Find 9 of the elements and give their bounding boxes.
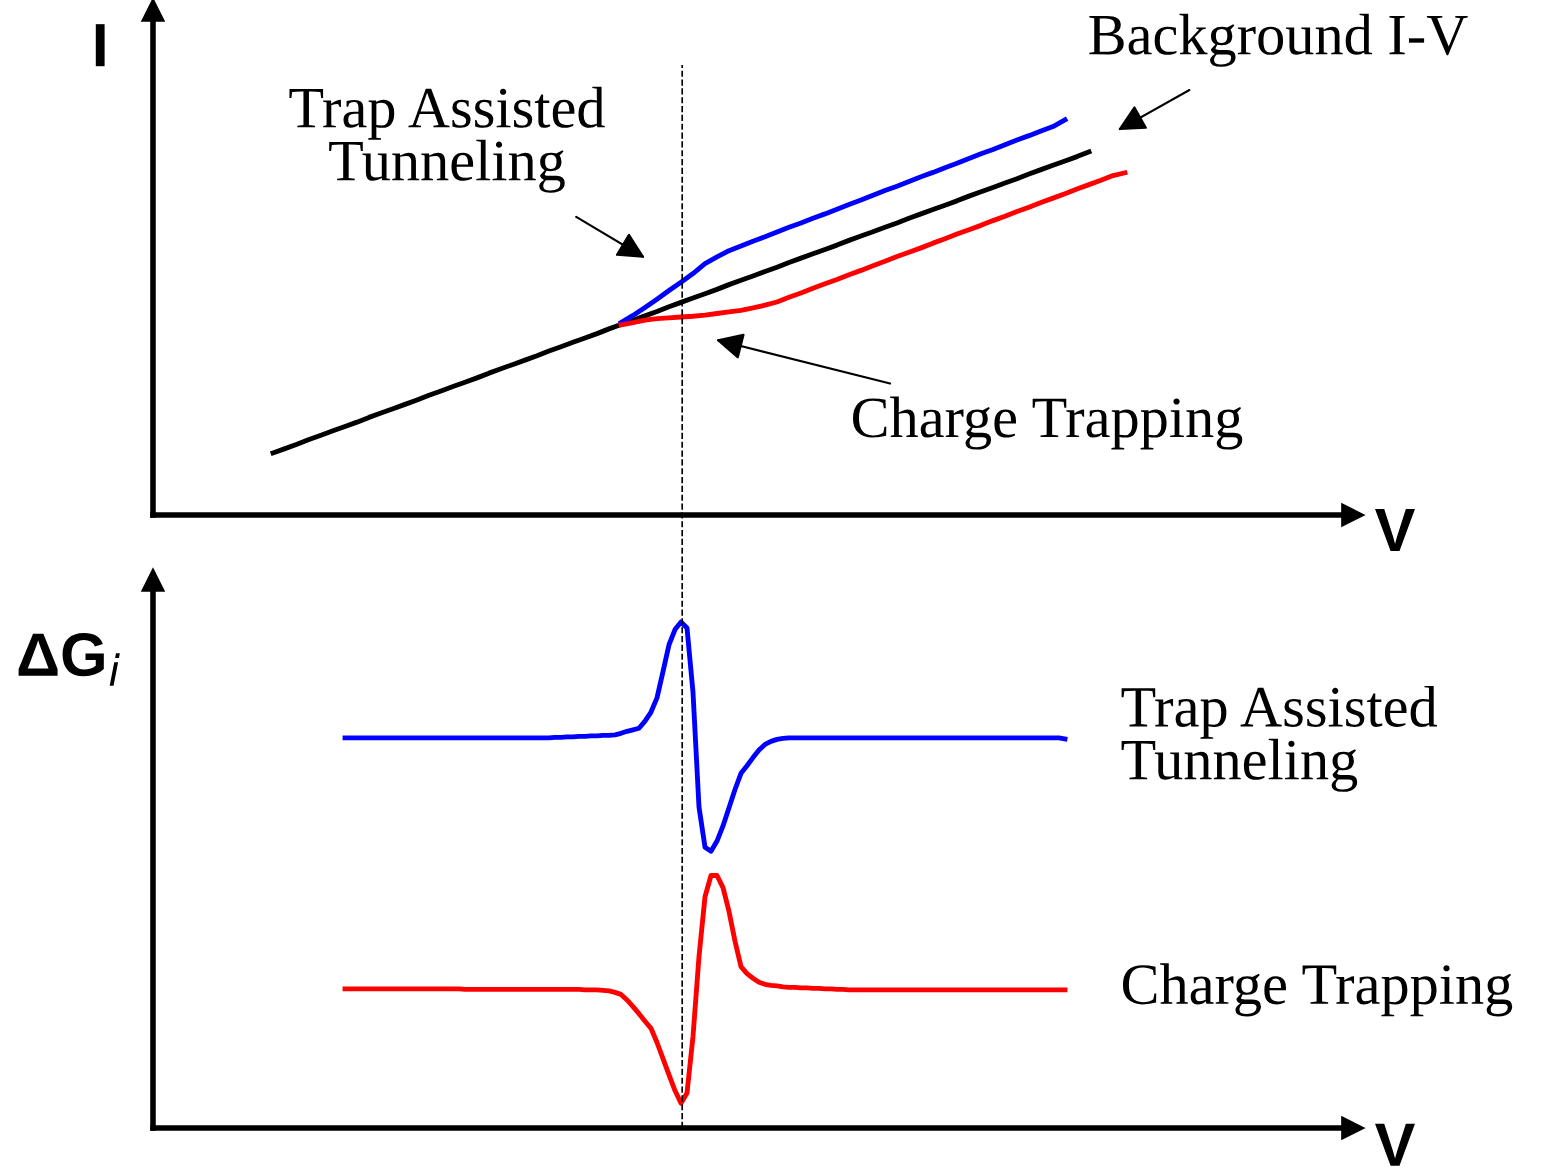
x-axis-title: V (1375, 1123, 1415, 1166)
y-axis-title: ΔG$_{i}$ (18, 633, 120, 686)
x-axis-title: V (1375, 508, 1415, 551)
annotation: Charge Trapping (853, 396, 1243, 450)
series-label: Charge Trapping (1122, 963, 1513, 1017)
text: Background I-V (1089, 13, 1468, 67)
series-label: Trap Assisted Tunneling (1121, 685, 1437, 792)
annotation: Trap Assisted Tunneling (289, 86, 605, 193)
y-axis-title: I (95, 24, 105, 67)
